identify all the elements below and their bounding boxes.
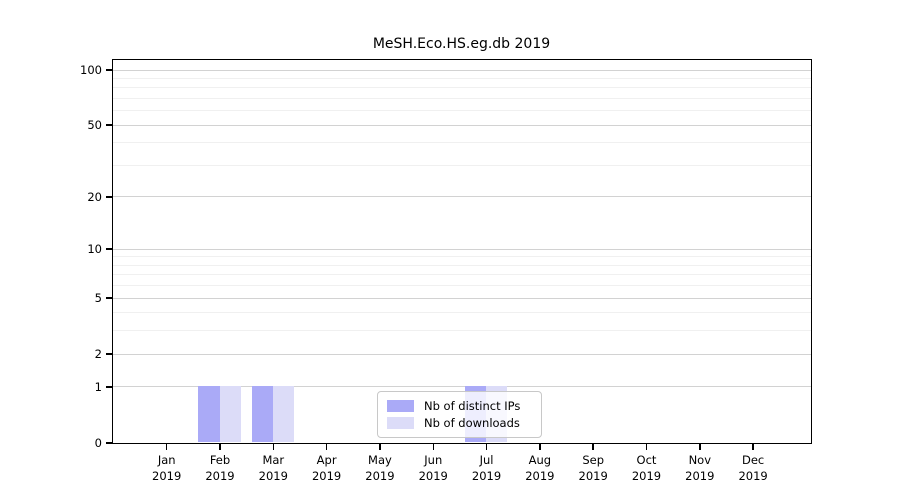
- x-axis-tick: [379, 443, 381, 450]
- y-axis-tick: [106, 69, 113, 71]
- x-axis-tick: [699, 443, 701, 450]
- x-axis-tick: [485, 443, 488, 450]
- legend-swatch-distinct-ips: [387, 400, 414, 412]
- gridline-minor: [113, 77, 811, 79]
- legend: Nb of distinct IPs Nb of downloads: [377, 391, 542, 438]
- x-axis-tick: [165, 443, 168, 450]
- x-axis-tick-label: Jul 2019: [471, 453, 502, 483]
- gridline-minor: [113, 164, 811, 166]
- y-axis-tick: [106, 196, 113, 198]
- y-axis-tick-label: 5: [94, 291, 102, 306]
- gridline-minor: [113, 312, 811, 314]
- y-axis-tick-label: 1: [94, 379, 102, 394]
- x-axis-tick-label: Apr 2019: [311, 453, 342, 483]
- x-axis-tick-label: Mar 2019: [258, 453, 288, 483]
- x-axis-tick-label: Sep 2019: [578, 453, 608, 483]
- gridline-major: [113, 353, 811, 355]
- y-axis-tick-label: 0: [94, 436, 102, 450]
- y-axis-tick: [106, 442, 113, 444]
- y-axis-tick-label: 10: [87, 242, 102, 257]
- y-axis-tick-label: 2: [94, 347, 102, 362]
- x-axis-tick: [325, 443, 328, 450]
- gridline-major: [113, 196, 811, 198]
- x-axis-tick: [752, 443, 754, 450]
- y-axis-tick: [106, 386, 113, 388]
- x-axis-tick: [645, 443, 648, 450]
- gridline-minor: [113, 110, 811, 112]
- x-axis-tick-label: May 2019: [365, 453, 395, 483]
- legend-label-downloads: Nb of downloads: [424, 416, 520, 430]
- gridline-minor: [113, 87, 811, 89]
- gridline-minor: [113, 274, 811, 276]
- y-axis-tick: [106, 297, 113, 299]
- x-axis-tick-label: Feb 2019: [205, 453, 235, 483]
- chart-title: MeSH.Eco.HS.eg.db 2019: [372, 36, 551, 52]
- gridline-minor: [113, 142, 811, 144]
- gridline-minor: [113, 97, 811, 99]
- gridline-minor: [113, 264, 811, 266]
- y-axis-tick: [106, 353, 113, 355]
- x-axis-tick: [432, 443, 434, 450]
- y-axis-tick: [106, 248, 113, 250]
- legend-item-distinct-ips: Nb of distinct IPs: [387, 399, 532, 413]
- gridline-major: [113, 124, 811, 126]
- x-axis-tick-label: Jun 2019: [418, 453, 448, 483]
- gridline-minor: [113, 330, 811, 332]
- plot-area: [112, 58, 812, 444]
- y-axis-tick-label: 100: [80, 63, 102, 77]
- gridline-major: [113, 69, 811, 71]
- x-axis-tick-label: Dec 2019: [738, 453, 768, 483]
- x-axis-tick: [592, 443, 594, 450]
- x-axis-tick: [219, 443, 221, 450]
- gridline-minor: [113, 256, 811, 258]
- legend-swatch-downloads: [387, 417, 414, 429]
- bar-distinct-ips-feb: [198, 386, 220, 443]
- gridline-major: [113, 386, 811, 388]
- gridline-minor: [113, 285, 811, 287]
- x-axis-tick-label: Jan 2019: [152, 453, 182, 483]
- y-axis-tick-label: 50: [87, 118, 102, 133]
- x-axis-tick-label: Oct 2019: [631, 453, 662, 483]
- bar-downloads-feb: [219, 386, 241, 443]
- legend-item-downloads: Nb of downloads: [387, 416, 532, 430]
- gridline-major: [113, 297, 811, 299]
- y-axis-tick-label: 20: [87, 189, 102, 204]
- bar-distinct-ips-mar: [251, 386, 273, 443]
- x-axis-tick-label: Nov 2019: [685, 453, 715, 483]
- legend-label-distinct-ips: Nb of distinct IPs: [424, 399, 521, 413]
- y-axis-tick: [106, 124, 113, 126]
- bar-downloads-mar: [272, 386, 295, 443]
- x-axis-tick-label: Aug 2019: [525, 453, 555, 483]
- x-axis-tick: [272, 443, 275, 450]
- x-axis-tick: [539, 443, 541, 450]
- gridline-major: [113, 248, 811, 250]
